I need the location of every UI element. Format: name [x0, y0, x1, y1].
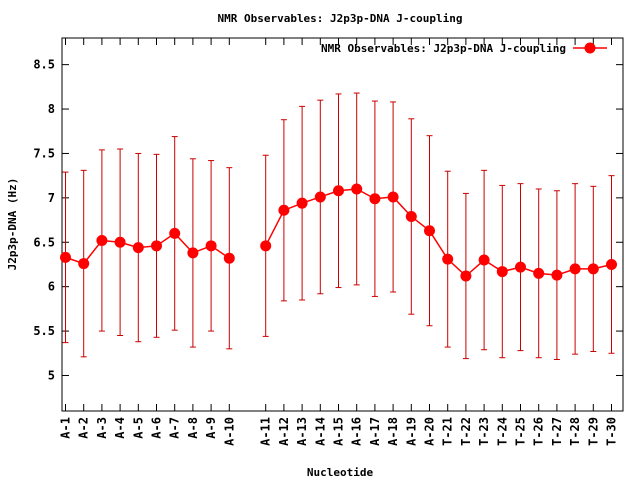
data-point — [351, 183, 363, 195]
data-point — [114, 236, 126, 248]
data-point — [587, 263, 599, 275]
data-point — [569, 263, 581, 275]
x-tick-label: A-19 — [404, 417, 418, 446]
data-point — [260, 240, 272, 252]
x-tick-label: A-14 — [313, 417, 327, 446]
data-point — [169, 227, 181, 239]
series-line — [265, 188, 612, 278]
x-tick-label: T-27 — [550, 417, 564, 446]
y-tick-label: 6 — [48, 280, 55, 294]
legend-label: NMR Observables: J2p3p-DNA J-coupling — [321, 42, 566, 55]
data-point — [78, 258, 90, 270]
data-point — [132, 242, 144, 254]
data-point — [205, 240, 217, 252]
data-point — [187, 247, 199, 259]
y-tick-label: 7 — [48, 191, 55, 205]
y-axis-label: J2p3p-DNA (Hz) — [6, 178, 19, 271]
x-tick-label: A-18 — [386, 417, 400, 446]
x-tick-label: A-13 — [295, 417, 309, 446]
x-tick-label: A-16 — [350, 417, 364, 446]
data-point — [314, 191, 326, 203]
x-tick-label: T-29 — [586, 417, 600, 446]
x-tick-label: T-21 — [441, 417, 455, 446]
data-point — [515, 261, 526, 273]
x-axis-label: Nucleotide — [307, 466, 374, 479]
x-tick-label: T-25 — [514, 417, 528, 446]
data-point — [424, 225, 435, 237]
data-point — [496, 266, 508, 278]
y-tick-label: 8.5 — [33, 58, 55, 72]
x-tick-label: A-15 — [332, 417, 346, 446]
x-tick-label: A-1 — [59, 417, 73, 439]
x-tick-label: A-2 — [77, 417, 91, 439]
x-tick-label: T-30 — [605, 417, 619, 446]
x-tick-label: A-12 — [277, 417, 291, 446]
chart-title: NMR Observables: J2p3p-DNA J-coupling — [217, 12, 462, 25]
x-tick-label: A-7 — [168, 417, 182, 439]
data-point — [606, 258, 617, 270]
data-point — [60, 251, 71, 263]
data-point — [333, 185, 344, 197]
x-tick-label: A-6 — [150, 417, 164, 439]
data-point — [533, 267, 545, 279]
data-point — [460, 270, 472, 282]
x-tick-label: A-11 — [259, 417, 273, 446]
x-tick-label: A-3 — [95, 417, 109, 439]
legend-marker — [584, 42, 596, 54]
x-tick-label: A-8 — [186, 417, 200, 439]
data-point — [296, 197, 308, 209]
data-point — [442, 253, 454, 265]
y-tick-label: 8 — [48, 102, 55, 116]
y-tick-label: 7.5 — [33, 146, 55, 160]
y-tick-label: 5.5 — [33, 324, 55, 338]
data-point — [369, 193, 381, 205]
data-point — [96, 234, 108, 246]
x-tick-label: A-17 — [368, 417, 382, 446]
y-tick-label: 6.5 — [33, 235, 55, 249]
x-tick-label: A-4 — [113, 417, 127, 439]
data-point — [551, 269, 563, 281]
x-tick-label: A-9 — [204, 417, 218, 439]
data-point — [223, 252, 235, 264]
plot-frame — [61, 37, 624, 412]
data-point — [387, 191, 399, 203]
x-tick-label: T-24 — [495, 417, 509, 446]
y-tick-label: 5 — [48, 368, 55, 382]
x-axis: A-1 A-2 A-3 A-4 A-5 A-6 A-7 A-8 A-9 A-10 A-11 A-12 A… — [59, 38, 619, 446]
series-line — [65, 232, 230, 265]
x-tick-label: A-10 — [222, 417, 236, 446]
x-tick-label: T-26 — [532, 417, 546, 446]
legend: NMR Observables: J2p3p-DNA J-coupling — [321, 42, 607, 55]
error-bars — [62, 92, 615, 360]
data-points — [60, 183, 617, 282]
data-point — [151, 240, 162, 252]
y-axis: 5 5.5 6 6.5 7 7.5 8 8.5 — [33, 58, 623, 382]
x-tick-label: T-23 — [477, 417, 491, 446]
data-point — [478, 254, 490, 266]
x-tick-label: A-20 — [423, 417, 437, 446]
data-point — [405, 211, 417, 223]
x-tick-label: T-28 — [568, 417, 582, 446]
x-tick-label: T-22 — [459, 417, 473, 446]
data-point — [278, 204, 290, 216]
x-tick-label: A-5 — [131, 417, 145, 439]
